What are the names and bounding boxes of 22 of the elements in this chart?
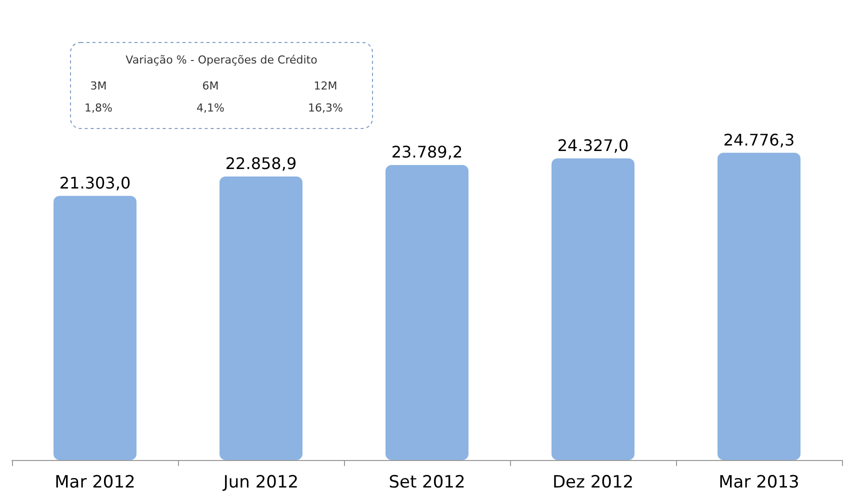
data-label: 24.776,3 xyxy=(723,130,795,150)
text: 4,1% xyxy=(196,102,224,114)
data-label: 22.858,9 xyxy=(225,154,297,174)
bar xyxy=(220,176,302,460)
data-label: 24.327,0 xyxy=(557,136,629,155)
x-tick-label: Dez 2012 xyxy=(552,472,634,492)
data-label: 23.789,2 xyxy=(391,142,463,162)
data-label: 21.303,0 xyxy=(59,173,131,192)
text: 6M xyxy=(202,80,219,92)
text: Variação % - Operações de Crédito xyxy=(126,54,318,66)
text: 1,8% xyxy=(84,102,112,114)
x-tick-label: Jun 2012 xyxy=(222,472,299,492)
x-tick-label: Set 2012 xyxy=(388,472,466,492)
bar xyxy=(386,165,468,460)
text: 12M xyxy=(314,80,338,92)
bar xyxy=(54,196,136,460)
bar xyxy=(552,158,634,460)
bar xyxy=(718,152,800,460)
x-tick-label: Mar 2012 xyxy=(54,472,136,492)
text: 3M xyxy=(90,80,107,92)
x-tick-label: Mar 2013 xyxy=(718,472,800,492)
text: 16,3% xyxy=(308,102,343,114)
